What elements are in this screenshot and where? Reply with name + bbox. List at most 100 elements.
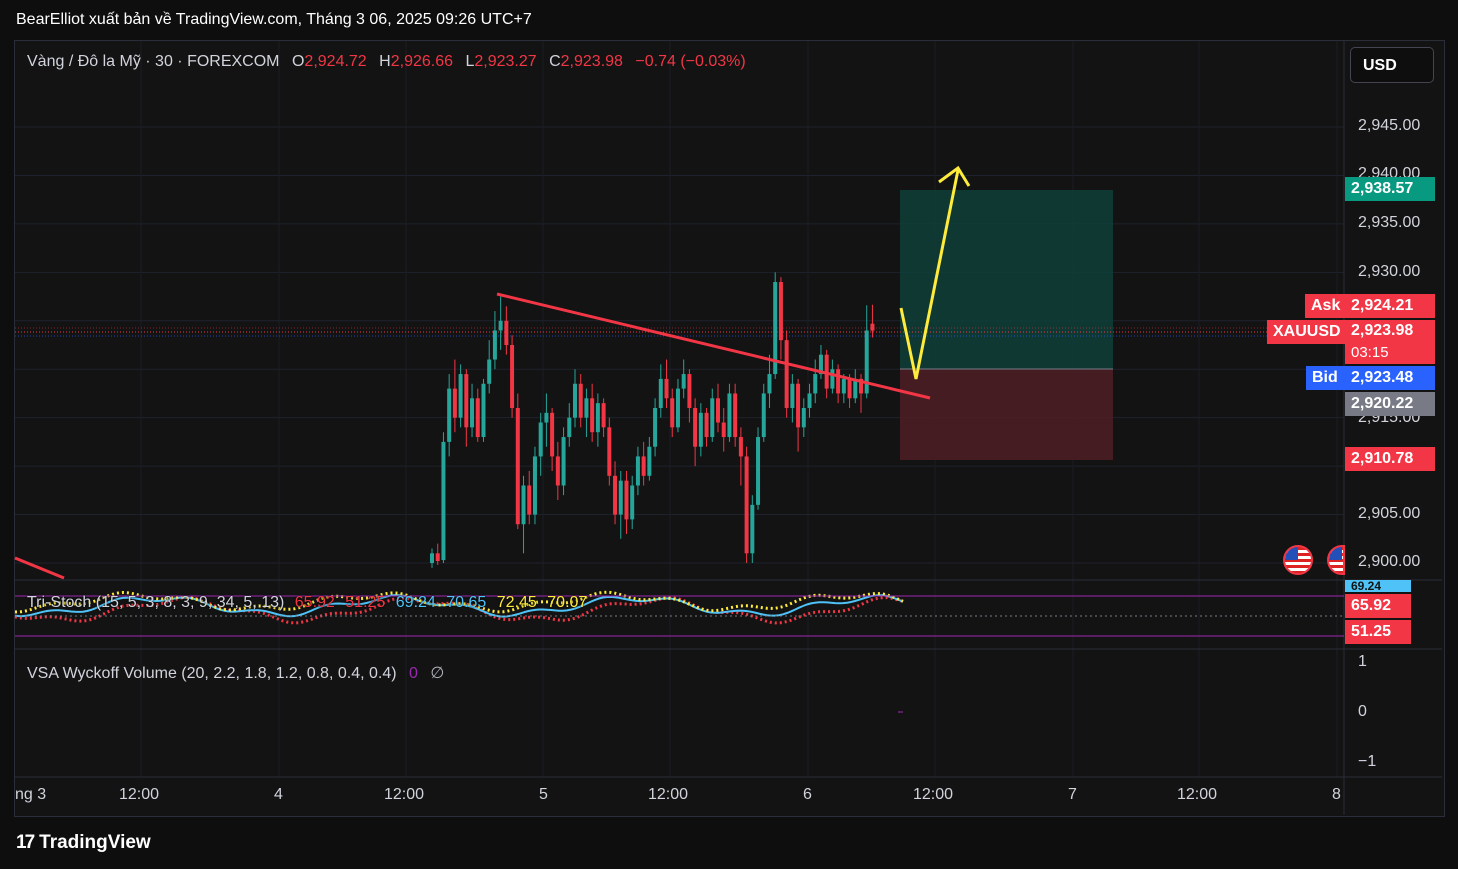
vsa-tick: −1 — [1358, 753, 1377, 770]
vsa-legend[interactable]: VSA Wyckoff Volume (20, 2.2, 1.8, 1.2, 0… — [27, 663, 444, 683]
candle-body — [435, 553, 440, 562]
time-tick: 12:00 — [384, 786, 425, 803]
high-label: H — [379, 53, 391, 70]
candle-body — [818, 354, 823, 375]
candle-body — [567, 417, 572, 438]
ask-price-tag: 2,924.21 — [1345, 294, 1435, 318]
time-tick: 7 — [1068, 786, 1077, 803]
candle-body — [452, 388, 457, 418]
vsa-name: VSA Wyckoff Volume (20, 2.2, 1.8, 1.2, 0… — [27, 665, 397, 682]
change-value: −0.74 (−0.03%) — [635, 53, 746, 70]
candle-body — [675, 388, 680, 428]
candle-body — [635, 456, 640, 486]
us-flag-event-icon[interactable] — [1327, 545, 1345, 575]
candle-body — [584, 398, 589, 418]
candle-body — [527, 485, 532, 515]
vsa-value-1: 0 — [409, 665, 418, 682]
open-value: 2,924.72 — [304, 53, 367, 70]
candle-body — [721, 422, 726, 438]
low-label: L — [465, 53, 475, 70]
stoch-line — [14, 595, 904, 625]
candle-body — [607, 427, 612, 476]
candle-body — [492, 330, 497, 360]
candle-body — [578, 383, 583, 418]
publisher-line: BearElliot xuất bản về TradingView.com, … — [16, 11, 532, 28]
candle-body — [555, 456, 560, 486]
candle-body — [670, 398, 675, 428]
high-value: 2,926.66 — [390, 53, 453, 70]
trendline-prev-drawing — [14, 556, 65, 580]
last-price-value: 2,923.98 — [1351, 322, 1414, 339]
time-tick: 4 — [274, 786, 283, 803]
time-tick: 12:00 — [648, 786, 689, 803]
tri-stoch-value-4: 70.65 — [446, 594, 487, 611]
candle-body — [859, 378, 863, 394]
candle-body — [441, 441, 446, 561]
vsa-tick: 1 — [1358, 653, 1367, 670]
tri-stoch-value-6: 70.07 — [547, 594, 588, 611]
candle-body — [475, 398, 480, 438]
candle-body — [807, 393, 812, 408]
symbol-legend[interactable]: Vàng / Đô la Mỹ · 30 · FOREXCOM O2,924.7… — [27, 53, 746, 71]
candle-body — [630, 485, 635, 520]
candle-body — [430, 553, 434, 563]
candle-body — [790, 383, 795, 408]
symbol-price-label: XAUUSD — [1267, 320, 1345, 344]
candle-body — [744, 456, 749, 554]
candle-body — [813, 374, 818, 394]
candle-body — [796, 383, 801, 428]
candle-body — [653, 407, 658, 447]
stop-zone — [900, 369, 1113, 460]
candle-body — [498, 320, 503, 331]
price-tick: 2,935.00 — [1358, 214, 1421, 231]
symbol-name[interactable]: Vàng / Đô la Mỹ · 30 · FOREXCOM — [27, 53, 280, 70]
price-tick: 2,905.00 — [1358, 505, 1421, 522]
tri-stoch-plot — [14, 590, 904, 625]
tri-stoch-value-2: 51.25 — [345, 594, 386, 611]
stoch-value-tag-2: 51.25 — [1345, 620, 1411, 644]
candle-body — [841, 378, 846, 394]
target-zone — [900, 190, 1113, 369]
tradingview-logo-icon: 17 — [16, 832, 35, 853]
currency-button[interactable]: USD — [1350, 47, 1434, 83]
tri-stoch-name: Tri-Stoch (15, 5, 3, 8, 3, 9, 34, 5, 13) — [27, 594, 285, 611]
candle-body — [761, 393, 766, 438]
candle-body — [550, 412, 555, 457]
candle-body — [704, 412, 709, 438]
candle-body — [767, 374, 772, 394]
last-price-tag: 2,923.98 03:15 — [1345, 320, 1435, 364]
tri-stoch-value-1: 65.92 — [294, 594, 335, 611]
candle-body — [836, 369, 841, 394]
tradingview-logo[interactable]: 17 TradingView — [16, 832, 151, 854]
time-tick: 12:00 — [1177, 786, 1218, 803]
stoch-value-tag-1: 65.92 — [1345, 594, 1411, 618]
candle-body — [641, 456, 646, 476]
candle-body — [681, 374, 686, 389]
candle-body — [590, 398, 595, 433]
us-flag-event-icon[interactable] — [1283, 545, 1313, 575]
time-tick: 12:00 — [119, 786, 160, 803]
vsa-tick: 0 — [1358, 703, 1367, 720]
stop-price-tag: 2,910.78 — [1345, 447, 1435, 471]
candle-body — [532, 456, 537, 515]
tri-stoch-legend[interactable]: Tri-Stoch (15, 5, 3, 8, 3, 9, 34, 5, 13)… — [27, 594, 587, 612]
candle-body — [458, 374, 463, 418]
candle-body — [481, 383, 486, 438]
price-tick: 2,900.00 — [1358, 553, 1421, 570]
candle-body — [778, 282, 783, 341]
candle-body — [647, 446, 652, 476]
candle-body — [847, 378, 852, 399]
bid-price-tag: 2,923.48 — [1345, 366, 1435, 390]
candle-body — [464, 374, 469, 428]
tri-stoch-value-5: 72.45 — [496, 594, 537, 611]
candle-body — [573, 383, 577, 418]
candle-body — [504, 320, 509, 345]
bar-countdown: 03:15 — [1351, 344, 1389, 361]
candle-body — [618, 480, 623, 515]
candle-body — [470, 398, 475, 428]
stoch-line — [14, 590, 904, 614]
tri-stoch-value-3: 69.24 — [395, 594, 436, 611]
candle-body — [544, 412, 549, 423]
candle-body — [510, 345, 515, 408]
